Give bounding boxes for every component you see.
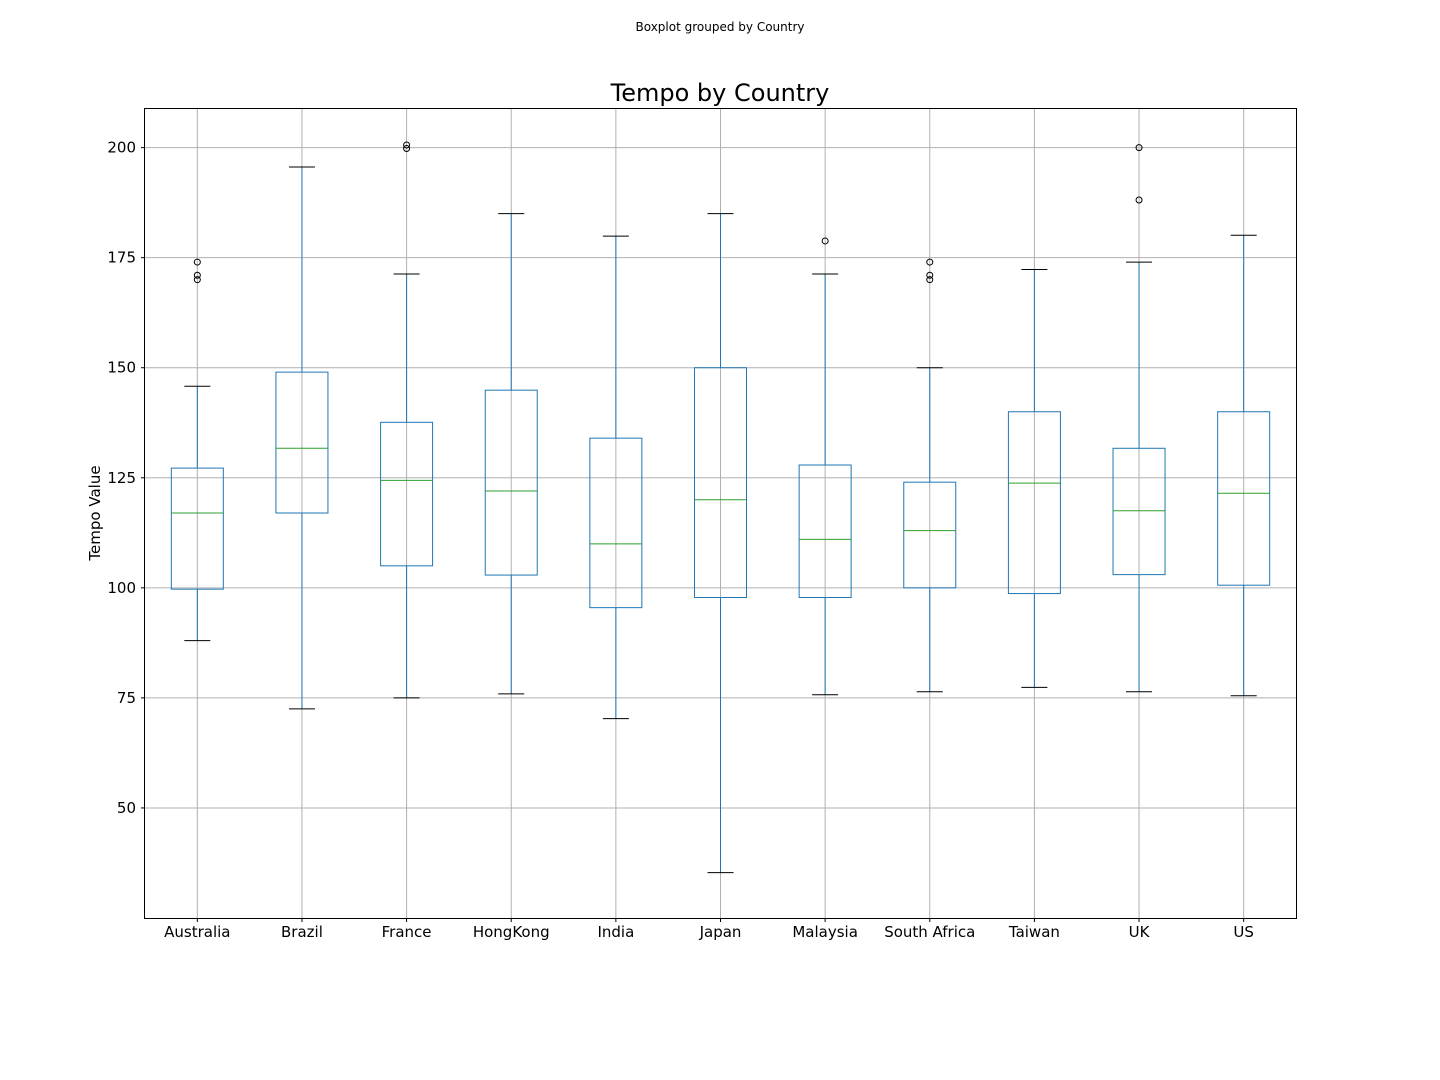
iqr-box xyxy=(484,389,538,576)
y-tick-label: 75 xyxy=(117,689,136,707)
outlier-point xyxy=(1135,196,1143,204)
box-group xyxy=(170,258,224,642)
y-tick-label: 50 xyxy=(117,799,136,817)
x-tick-label: France xyxy=(382,923,432,941)
y-tick-label: 200 xyxy=(107,139,136,157)
iqr-box xyxy=(798,464,852,599)
iqr-box xyxy=(1112,447,1166,576)
outlier-point xyxy=(1135,144,1143,152)
box-group xyxy=(589,235,643,720)
outlier-point xyxy=(193,271,201,279)
outlier-point xyxy=(403,145,411,152)
x-tick-label: South Africa xyxy=(884,923,975,941)
iqr-box xyxy=(380,421,434,567)
y-tick-label: 175 xyxy=(107,249,136,267)
x-tick-label: HongKong xyxy=(473,923,550,941)
box-group xyxy=(903,258,957,693)
iqr-box xyxy=(170,467,224,590)
ticks-layer: 50 75 100 125 150 175 200 Australia Brazil France… xyxy=(107,139,1254,941)
outlier-point xyxy=(926,271,934,279)
iqr-box xyxy=(275,371,329,514)
outlier-point xyxy=(821,237,829,245)
iqr-box xyxy=(589,437,643,609)
x-tick-label: UK xyxy=(1129,923,1151,941)
figure-suptitle: Boxplot grouped by Country xyxy=(635,20,805,34)
x-tick-label: Malaysia xyxy=(792,923,858,941)
x-tick-label: Taiwan xyxy=(1008,923,1060,941)
boxes-layer xyxy=(170,141,1271,874)
iqr-box xyxy=(903,481,957,589)
x-tick-label: Brazil xyxy=(281,923,323,941)
x-tick-label: Japan xyxy=(699,923,742,941)
box-group xyxy=(798,237,852,696)
y-axis-label: Tempo Value xyxy=(86,465,104,561)
outlier-point xyxy=(193,276,201,284)
box-group xyxy=(380,141,434,699)
outlier-point xyxy=(926,276,934,284)
box-group xyxy=(694,213,747,874)
iqr-box xyxy=(694,367,747,599)
chart-title: Tempo by Country xyxy=(610,79,830,107)
iqr-box xyxy=(1217,411,1271,586)
y-tick-label: 150 xyxy=(107,359,136,377)
outlier-point xyxy=(193,258,201,266)
box-group xyxy=(1217,234,1271,697)
y-tick-label: 125 xyxy=(107,469,136,487)
x-tick-label: US xyxy=(1233,923,1254,941)
y-tick-label: 100 xyxy=(107,579,136,597)
outlier-point xyxy=(926,258,934,266)
x-tick-label: India xyxy=(597,923,634,941)
outlier-point xyxy=(403,141,411,149)
box-group xyxy=(1007,269,1061,688)
box-group xyxy=(1112,144,1166,693)
box-group xyxy=(484,213,538,695)
x-tick-label: Australia xyxy=(164,923,230,941)
iqr-box xyxy=(1007,411,1061,595)
box-group xyxy=(275,166,329,710)
